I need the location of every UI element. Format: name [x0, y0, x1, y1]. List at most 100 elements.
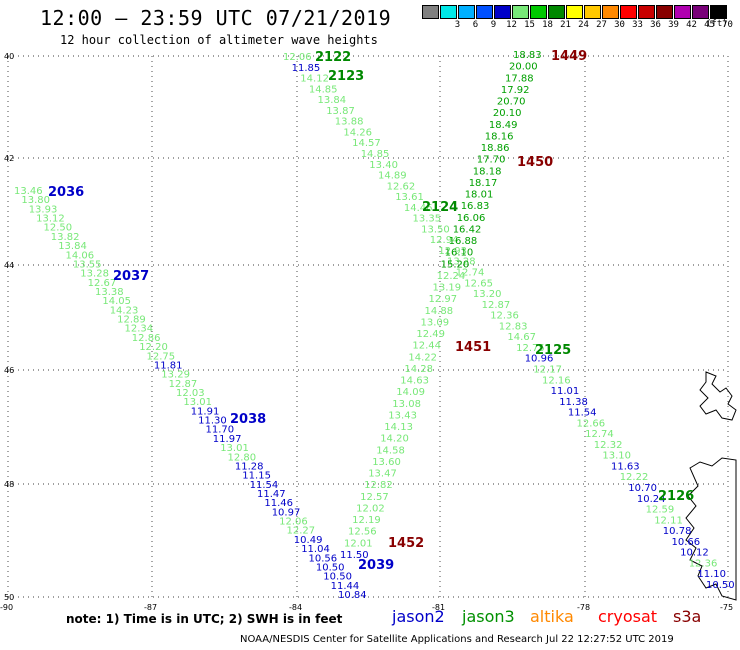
swh-value: 17.70 [477, 155, 506, 166]
swh-value: 12.06 [283, 52, 312, 63]
swh-value: 16.42 [453, 224, 482, 235]
scale-label: 24 [578, 20, 589, 30]
pass-label: 2036 [48, 185, 84, 200]
swh-value: 11.85 [292, 63, 321, 74]
swh-value: 11.44 [331, 581, 360, 592]
lon-tick-label: -84 [289, 603, 302, 612]
coastline-mainland [685, 457, 737, 601]
swh-value: 13.35 [413, 214, 442, 225]
scale-label: 6 [472, 20, 479, 30]
swh-value: 11.50 [340, 550, 369, 561]
pass-label: 2124 [422, 200, 458, 215]
swh-value: 14.63 [400, 376, 429, 387]
swh-value: 12.02 [356, 504, 385, 515]
swh-value: 14.89 [378, 171, 407, 182]
swh-value: 12.01 [344, 538, 373, 549]
scale-swatch [548, 5, 565, 19]
swh-value: 13.09 [421, 317, 450, 328]
legend-jason3: jason3 [462, 607, 515, 626]
swh-value: 12.20 [139, 342, 168, 353]
swh-value: 12.89 [117, 315, 146, 326]
swh-value: 18.83 [513, 50, 542, 61]
swh-value: 13.19 [433, 283, 462, 294]
scale-label: 45 [704, 20, 715, 30]
swh-value: 10.56 [309, 553, 338, 564]
swh-value: 12.06 [279, 517, 308, 528]
swh-value: 18.17 [469, 178, 498, 189]
scale-swatch [440, 5, 457, 19]
lon-tick-label: -90 [0, 603, 13, 612]
swh-value: 11.47 [257, 489, 286, 500]
swh-value: 14.85 [309, 84, 338, 95]
swh-value: 13.46 [14, 186, 43, 197]
swh-value: 20.00 [509, 62, 538, 73]
swh-value: 11.46 [264, 498, 293, 509]
scale-swatch [584, 5, 601, 19]
swh-value: 12.75 [147, 351, 176, 362]
swh-value: 11.91 [191, 406, 220, 417]
pass-label: 2125 [535, 343, 571, 358]
swh-value: 13.08 [392, 399, 421, 410]
swh-value: 13.43 [388, 411, 417, 422]
lon-tick-label: -87 [144, 603, 157, 612]
swh-value: 12.32 [594, 440, 623, 451]
swh-value: 10.84 [338, 590, 367, 601]
pass-label: 2123 [328, 69, 364, 84]
scale-swatch [602, 5, 619, 19]
lon-tick-label: -81 [432, 603, 445, 612]
swh-value: 14.05 [102, 296, 131, 307]
swh-value: 11.28 [235, 462, 264, 473]
swh-value: 12.17 [533, 365, 562, 376]
pass-label: 2126 [658, 489, 694, 504]
swh-value: 12.56 [348, 527, 377, 538]
swh-value: 11.63 [611, 462, 640, 473]
swh-value: 12.36 [490, 311, 519, 322]
swh-value: 14.06 [66, 250, 95, 261]
swh-value: 12.44 [412, 341, 441, 352]
scale-label: 12 [506, 20, 517, 30]
pass-label: 2122 [315, 50, 351, 65]
swh-value: 10.78 [663, 526, 692, 537]
swh-value: 12.97 [429, 294, 458, 305]
pass-label: 2038 [230, 412, 266, 427]
swh-value: 13.01 [183, 397, 212, 408]
swh-value: 12.49 [416, 329, 445, 340]
swh-value: 12.57 [360, 492, 389, 503]
swh-value: 13.40 [369, 160, 398, 171]
swh-value: 17.92 [501, 85, 530, 96]
swh-value: 12.24 [437, 271, 466, 282]
swh-value: 12.86 [132, 333, 161, 344]
swh-value: 14.88 [425, 306, 454, 317]
lat-tick-label: 46 [4, 366, 14, 375]
scale-swatch [458, 5, 475, 19]
scale-label: 18 [542, 20, 553, 30]
scale-swatch [620, 5, 637, 19]
swh-value: 13.50 [421, 224, 450, 235]
swh-value: 11.70 [206, 425, 235, 436]
swh-value: 12.19 [352, 515, 381, 526]
scale-label: 27 [596, 20, 607, 30]
scale-label: 15 [524, 20, 535, 30]
swh-value: 13.93 [29, 204, 58, 215]
coastline-island [699, 371, 737, 421]
swh-value: 14.22 [408, 352, 437, 363]
lat-tick-label: 48 [4, 480, 14, 489]
scale-label: 3 [454, 20, 461, 30]
swh-value: 13.82 [51, 232, 80, 243]
swh-value: 14.67 [507, 332, 536, 343]
swh-value: 12.87 [482, 300, 511, 311]
swh-value: 11.01 [551, 386, 580, 397]
lat-lon-grid [7, 55, 729, 598]
swh-value: 11.30 [198, 416, 227, 427]
swh-value: 13.61 [395, 192, 424, 203]
swh-value: 13.01 [220, 443, 249, 454]
swh-value: 13.38 [95, 287, 124, 298]
swh-value: 16.06 [457, 213, 486, 224]
swh-value: 14.09 [396, 387, 425, 398]
swh-value: 15.20 [441, 259, 470, 270]
scale-label: 70 [722, 20, 733, 30]
swh-value: 18.49 [489, 120, 518, 131]
swh-value: 10.12 [680, 548, 709, 559]
swh-value: 13.20 [473, 289, 502, 300]
